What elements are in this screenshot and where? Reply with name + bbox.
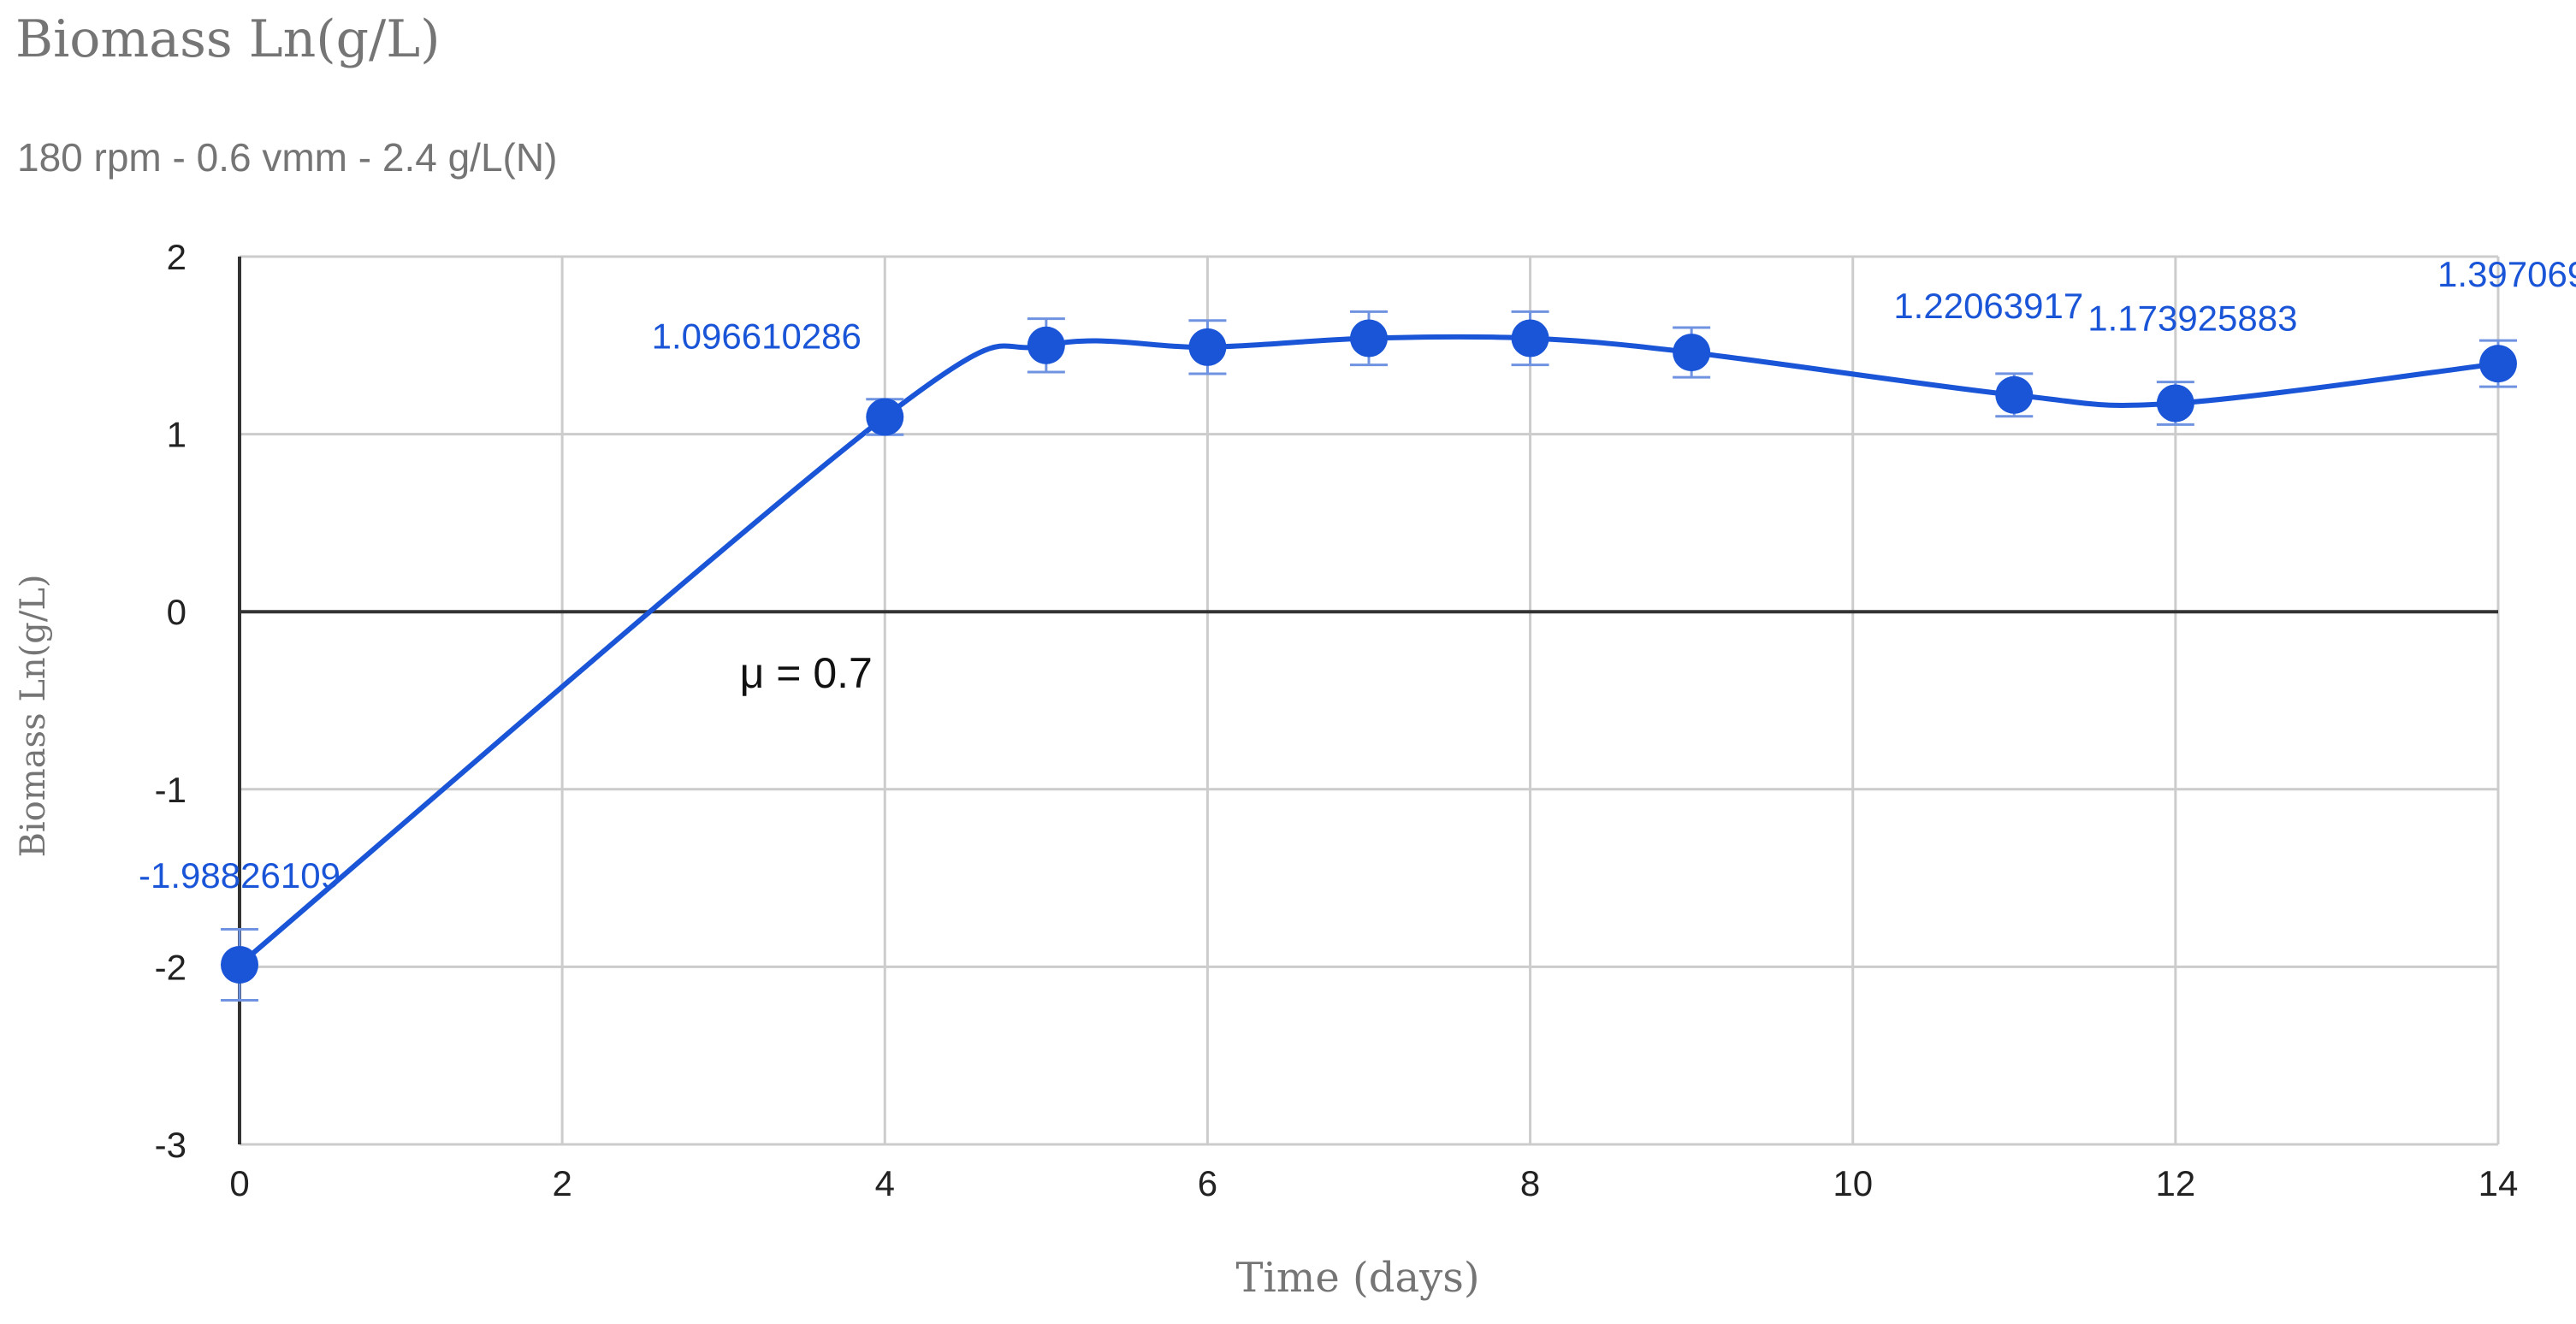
x-tick-label: 14 bbox=[2478, 1163, 2519, 1203]
data-point bbox=[866, 398, 904, 436]
data-point bbox=[1027, 326, 1065, 364]
y-axis-label: Biomass Ln(g/L) bbox=[14, 575, 53, 858]
chart-title: Biomass Ln(g/L) bbox=[15, 9, 441, 69]
x-tick-label: 12 bbox=[2155, 1163, 2195, 1203]
x-axis-ticks: 0 2 4 6 8 10 12 14 bbox=[229, 1163, 2518, 1203]
data-label: 1.22063917 bbox=[1893, 286, 2083, 326]
gridlines bbox=[238, 255, 2500, 1146]
annotations: μ = 0.7 bbox=[740, 649, 873, 697]
x-tick-label: 2 bbox=[552, 1163, 571, 1203]
data-point bbox=[2479, 345, 2517, 383]
x-tick-label: 0 bbox=[229, 1163, 249, 1203]
data-point bbox=[1995, 375, 2034, 414]
series-biomass: -1.98826109 1.096610286 1.22063917 1.173925… bbox=[139, 254, 2576, 1002]
x-tick-label: 8 bbox=[1520, 1163, 1540, 1203]
x-tick-label: 10 bbox=[1833, 1163, 1873, 1203]
data-label: 1.173925883 bbox=[2087, 298, 2297, 338]
x-tick-label: 6 bbox=[1198, 1163, 1217, 1203]
series-line bbox=[238, 334, 2499, 967]
data-label: 1.39706943 bbox=[2437, 254, 2576, 294]
x-axis-label: Time (days) bbox=[1235, 1254, 1479, 1302]
data-point bbox=[1511, 319, 1549, 358]
y-tick-label: 1 bbox=[167, 415, 187, 455]
chart-subtitle: 180 rpm - 0.6 vmm - 2.4 g/L(N) bbox=[17, 135, 557, 180]
x-tick-label: 4 bbox=[875, 1163, 895, 1203]
y-axis-ticks: -3 -2 -1 0 1 2 bbox=[155, 237, 187, 1165]
data-point bbox=[1350, 319, 1388, 358]
y-tick-label: 2 bbox=[167, 237, 187, 277]
data-point bbox=[1188, 328, 1227, 366]
data-point bbox=[221, 945, 258, 984]
y-tick-label: -3 bbox=[155, 1125, 187, 1165]
data-label: -1.98826109 bbox=[139, 855, 341, 895]
y-tick-label: -2 bbox=[155, 947, 187, 987]
y-tick-label: 0 bbox=[167, 592, 187, 632]
data-point bbox=[1673, 334, 1711, 372]
growth-rate-annotation: μ = 0.7 bbox=[740, 649, 873, 697]
data-point bbox=[2156, 384, 2194, 423]
data-label: 1.096610286 bbox=[652, 316, 862, 357]
y-tick-label: -1 bbox=[155, 770, 187, 810]
